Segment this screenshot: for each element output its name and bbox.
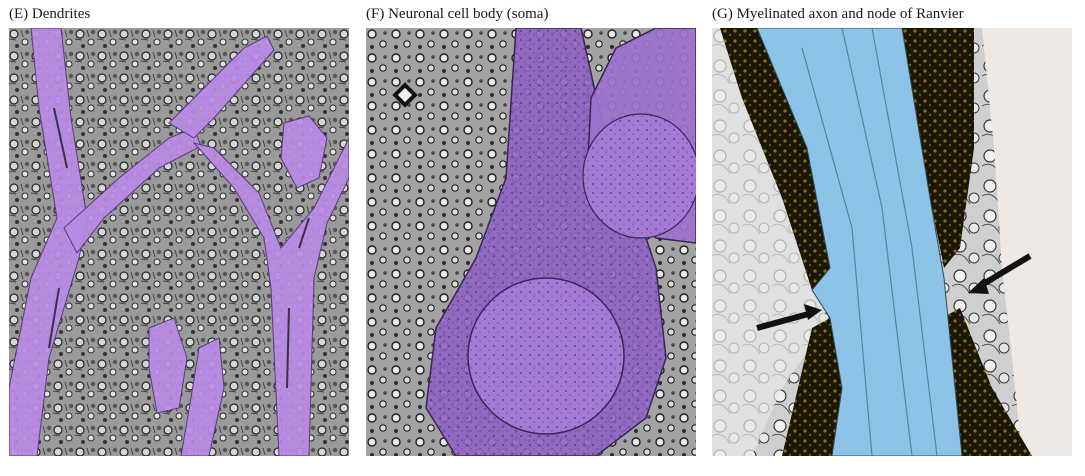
panel-f-caption: (F) Neuronal cell body (soma) xyxy=(366,6,549,22)
panel-f-micrograph xyxy=(366,28,696,456)
soma-image xyxy=(366,28,696,456)
dendrites-image xyxy=(9,28,349,456)
myelinated-axon-image xyxy=(712,28,1072,456)
node-of-ranvier-arrows xyxy=(756,253,1032,331)
panel-g-caption: (G) Myelinated axon and node of Ranvier xyxy=(712,6,964,22)
panel-e-micrograph xyxy=(9,28,349,456)
panel-g-micrograph xyxy=(712,28,1072,456)
panel-e-caption: (E) Dendrites xyxy=(9,6,91,22)
